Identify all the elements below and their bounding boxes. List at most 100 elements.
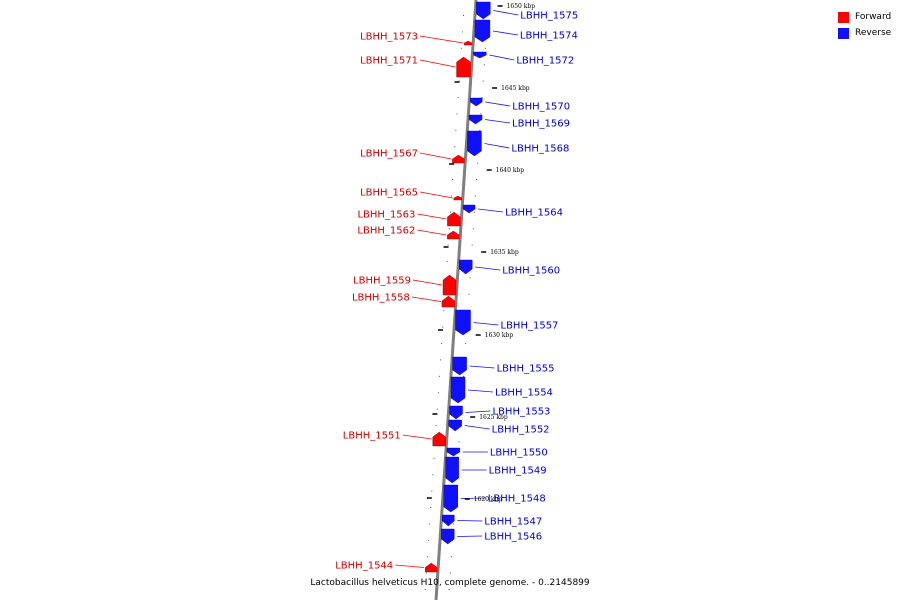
minor-tick [462, 375, 464, 377]
gene-feature-lbhh-1565[interactable] [453, 195, 462, 201]
gene-label-lbhh-1565[interactable]: LBHH_1565 [360, 188, 418, 199]
gene-feature-lbhh-1567[interactable] [452, 154, 465, 164]
gene-label-lbhh-1560[interactable]: LBHH_1560 [502, 266, 560, 277]
minor-tick [437, 392, 439, 394]
gene-feature-lbhh-1544[interactable] [424, 562, 438, 573]
gene-label-lbhh-1571[interactable]: LBHH_1571 [360, 56, 418, 67]
gene-leader-line [419, 191, 453, 199]
minor-tick [448, 228, 450, 230]
minor-tick [457, 97, 459, 98]
gene-label-lbhh-1547[interactable]: LBHH_1547 [484, 517, 542, 528]
gene-feature-lbhh-1563[interactable] [447, 211, 461, 227]
gene-label-lbhh-1554[interactable]: LBHH_1554 [495, 388, 553, 399]
gene-label-lbhh-1569[interactable]: LBHH_1569 [512, 119, 570, 130]
gene-label-lbhh-1551[interactable]: LBHH_1551 [343, 431, 401, 442]
minor-tick [448, 589, 450, 590]
gene-feature-lbhh-1573[interactable] [463, 40, 473, 46]
minor-tick [482, 80, 484, 82]
gene-feature-lbhh-1554[interactable] [450, 376, 466, 404]
gene-leader-line [419, 152, 452, 160]
reverse-swatch [838, 27, 849, 39]
gene-leader-line [485, 101, 511, 107]
gene-feature-lbhh-1550[interactable] [446, 447, 461, 457]
gene-feature-lbhh-1560[interactable] [459, 259, 473, 275]
minor-tick [431, 490, 433, 492]
gene-feature-lbhh-1564[interactable] [462, 204, 476, 214]
gene-leader-line [473, 322, 499, 326]
gene-label-lbhh-1563[interactable]: LBHH_1563 [357, 210, 415, 221]
minor-tick [484, 47, 486, 49]
gene-label-lbhh-1555[interactable]: LBHH_1555 [497, 364, 555, 375]
minor-tick [446, 261, 448, 262]
gene-leader-line [492, 30, 518, 36]
gene-leader-line [489, 54, 515, 61]
genome-backbone [434, 0, 478, 600]
gene-feature-lbhh-1562[interactable] [447, 230, 460, 240]
gene-label-lbhh-1570[interactable]: LBHH_1570 [512, 102, 570, 113]
gene-label-lbhh-1567[interactable]: LBHH_1567 [360, 149, 418, 160]
minor-tick [468, 293, 470, 295]
gene-label-lbhh-1572[interactable]: LBHH_1572 [516, 56, 574, 67]
legend-reverse-label: Reverse [855, 28, 892, 38]
gene-feature-lbhh-1570[interactable] [470, 97, 483, 107]
minor-tick [458, 80, 460, 82]
gene-label-lbhh-1546[interactable]: LBHH_1546 [484, 532, 542, 543]
minor-tick [447, 244, 449, 246]
gene-leader-line [419, 35, 464, 44]
minor-tick [440, 359, 442, 361]
gene-feature-lbhh-1546[interactable] [441, 528, 455, 545]
gene-label-lbhh-1544[interactable]: LBHH_1544 [335, 561, 393, 572]
gene-label-lbhh-1574[interactable]: LBHH_1574 [520, 31, 578, 42]
strand-legend: Forward Reverse [838, 9, 891, 41]
gene-feature-lbhh-1548[interactable] [443, 484, 458, 513]
forward-swatch [838, 11, 849, 23]
gene-label-lbhh-1553[interactable]: LBHH_1553 [493, 407, 551, 418]
gene-label-lbhh-1568[interactable]: LBHH_1568 [511, 144, 569, 155]
scale-label: 1645 kbp [501, 85, 530, 92]
gene-label-lbhh-1558[interactable]: LBHH_1558 [352, 293, 410, 304]
gene-label-lbhh-1550[interactable]: LBHH_1550 [490, 448, 548, 459]
gene-label-lbhh-1573[interactable]: LBHH_1573 [360, 32, 418, 43]
gene-feature-lbhh-1553[interactable] [449, 405, 463, 420]
gene-feature-lbhh-1555[interactable] [452, 356, 467, 376]
gene-feature-lbhh-1547[interactable] [442, 514, 455, 527]
gene-label-lbhh-1562[interactable]: LBHH_1562 [357, 226, 415, 237]
gene-label-lbhh-1559[interactable]: LBHH_1559 [353, 276, 411, 287]
gene-feature-lbhh-1569[interactable] [468, 114, 483, 125]
gene-feature-lbhh-1568[interactable] [467, 130, 482, 157]
gene-feature-lbhh-1559[interactable] [442, 274, 457, 296]
gene-feature-lbhh-1551[interactable] [432, 431, 446, 447]
gene-label-lbhh-1557[interactable]: LBHH_1557 [501, 321, 559, 332]
gene-feature-lbhh-1574[interactable] [474, 19, 491, 43]
minor-tick [454, 146, 456, 148]
minor-tick [436, 408, 438, 410]
scale-label: 1620 kbp [474, 496, 503, 503]
gene-feature-lbhh-1558[interactable] [441, 295, 456, 308]
gene-feature-lbhh-1557[interactable] [455, 309, 471, 336]
gene-feature-lbhh-1552[interactable] [448, 419, 462, 432]
minor-tick [471, 244, 473, 246]
gene-feature-lbhh-1572[interactable] [473, 51, 487, 59]
gene-feature-lbhh-1575[interactable] [476, 1, 491, 20]
minor-tick [438, 375, 440, 377]
minor-tick [441, 343, 443, 344]
gene-label-lbhh-1548[interactable]: LBHH_1548 [488, 494, 546, 505]
minor-tick [443, 310, 445, 312]
minor-tick [425, 572, 427, 574]
gene-feature-lbhh-1571[interactable] [456, 56, 471, 78]
gene-leader-line [419, 59, 456, 68]
gene-label-lbhh-1575[interactable]: LBHH_1575 [520, 11, 578, 22]
gene-feature-lbhh-1549[interactable] [445, 456, 459, 484]
minor-tick [450, 195, 452, 197]
gene-leader-line [464, 425, 490, 430]
minor-tick [452, 179, 454, 180]
gene-label-lbhh-1552[interactable]: LBHH_1552 [492, 425, 550, 436]
gene-features [424, 1, 491, 573]
minor-tick [455, 129, 457, 131]
gene-leader-line [412, 279, 443, 286]
scale-label: 1635 kbp [490, 249, 519, 256]
gene-label-lbhh-1564[interactable]: LBHH_1564 [505, 208, 563, 219]
minor-tick [480, 113, 482, 115]
gene-label-lbhh-1549[interactable]: LBHH_1549 [489, 466, 547, 477]
